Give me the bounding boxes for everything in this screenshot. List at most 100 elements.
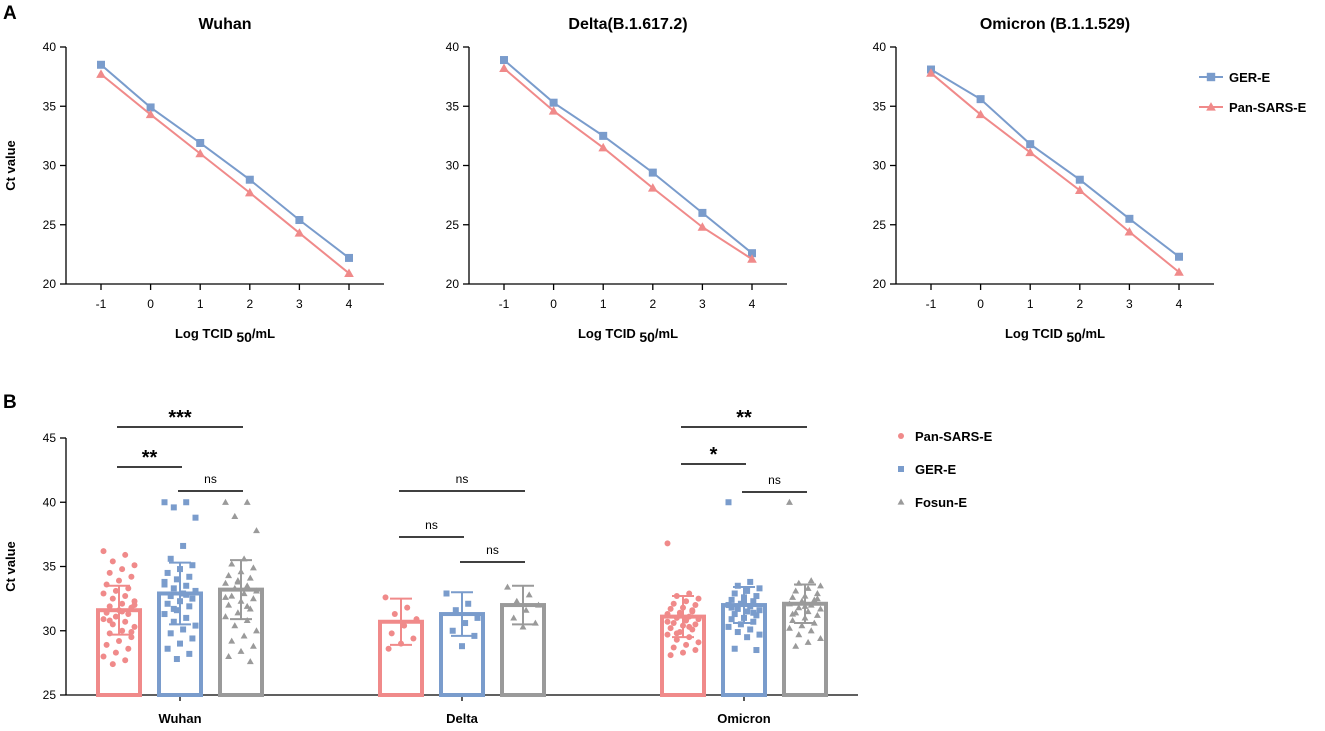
data-point-ger-e [748, 249, 756, 258]
scatter-point-pan-sars-e [686, 634, 693, 641]
x-axis-label: Log TCID 50/mL [175, 326, 275, 345]
scatter-point-ger-e [192, 587, 199, 594]
y-tick-label: 35 [873, 99, 887, 113]
scatter-point-fosun-e [504, 583, 511, 590]
scatter-point-ger-e [747, 603, 754, 610]
scatter-point-fosun-e [222, 579, 229, 586]
scatter-point-ger-e [161, 499, 168, 506]
scatter-point-ger-e [734, 582, 741, 589]
data-point-pan-sars-e [647, 183, 658, 192]
scatter-point-fosun-e [249, 642, 257, 649]
scatter-point-ger-e [753, 647, 760, 654]
legend-marker-pan-sars-e [1206, 102, 1216, 111]
scatter-point-ger-e [459, 643, 465, 650]
legend: GER-E Pan-SARS-E [1199, 70, 1307, 115]
scatter-point-pan-sars-e [692, 602, 699, 609]
data-point-ger-e [245, 175, 254, 184]
scatter-point-pan-sars-e [382, 594, 389, 601]
x-axis-label-suffix: /mL [252, 326, 275, 341]
scatter-point-ger-e [164, 645, 171, 652]
scatter-point-ger-e [177, 598, 183, 605]
scatter-point-ger-e [161, 581, 168, 588]
scatter-point-fosun-e [817, 582, 824, 589]
scatter-point-ger-e [734, 605, 741, 612]
x-tick-label: Delta [446, 711, 479, 726]
data-point-pan-sars-e [1124, 227, 1135, 236]
scatter-point-pan-sars-e [388, 630, 395, 637]
scatter-point-ger-e [170, 618, 177, 625]
scatter-point-ger-e [471, 632, 478, 639]
scatter-point-fosun-e [246, 658, 254, 665]
data-point-pan-sars-e [598, 142, 609, 152]
scatter-point-fosun-e [795, 604, 803, 611]
scatter-point-pan-sars-e [109, 661, 116, 668]
scatter-point-fosun-e [535, 601, 542, 608]
scatter-point-ger-e [756, 607, 763, 614]
scatter-point-pan-sars-e [695, 595, 702, 602]
chart-title: Omicron (B.1.1.529) [980, 16, 1130, 33]
scatter-point-fosun-e [243, 602, 251, 609]
scatter-point-pan-sars-e [112, 649, 119, 656]
data-point-pan-sars-e [697, 222, 708, 231]
scatter-point-ger-e [728, 604, 735, 611]
scatter-point-fosun-e [228, 592, 236, 599]
scatter-point-fosun-e [246, 574, 254, 581]
scatter-point-pan-sars-e [391, 611, 398, 618]
scatter-point-pan-sars-e [109, 595, 116, 602]
scatter-point-ger-e [164, 600, 171, 607]
data-point-ger-e [698, 208, 707, 217]
scatter-point-ger-e [189, 635, 196, 642]
scatter-point-pan-sars-e [398, 640, 404, 647]
scatter-point-ger-e [180, 590, 187, 597]
data-point-pan-sars-e [975, 109, 986, 119]
scatter-point-ger-e [170, 585, 177, 592]
scatter-point-pan-sars-e [119, 600, 126, 607]
data-point-pan-sars-e [1025, 147, 1036, 157]
x-tick-label: 4 [1176, 297, 1183, 311]
y-tick-label: 40 [873, 40, 887, 54]
scatter-point-pan-sars-e [106, 603, 113, 610]
scatter-point-fosun-e [801, 592, 809, 599]
y-tick-label: 35 [43, 560, 57, 574]
scatter-point-ger-e [731, 590, 738, 597]
x-axis-label-subscript: 50 [1066, 329, 1082, 345]
scatter-point-pan-sars-e [116, 577, 122, 584]
legend-marker-fosun-e [897, 498, 905, 505]
scatter-point-fosun-e [243, 498, 251, 505]
significance-label: ns [486, 543, 499, 557]
x-tick-label: 2 [1076, 297, 1083, 311]
x-tick-label: Omicron [717, 711, 771, 726]
scatter-point-ger-e [192, 514, 199, 521]
scatter-point-pan-sars-e [103, 641, 110, 648]
data-point-ger-e [500, 56, 508, 65]
scatter-point-ger-e [180, 542, 187, 549]
scatter-point-ger-e [161, 611, 168, 618]
scatter-point-fosun-e [804, 584, 812, 591]
line-chart-1: 20 25 30 35 40 -1 0 1 2 3 4 Wuhan Log TCID 50/mL Ct v… [3, 16, 384, 345]
scatter-point-ger-e [189, 562, 196, 569]
data-point-ger-e [196, 138, 205, 147]
scatter-point-pan-sars-e [404, 604, 411, 611]
scatter-point-ger-e [728, 596, 735, 603]
scatter-point-fosun-e [807, 577, 815, 584]
scatter-point-pan-sars-e [100, 590, 107, 597]
scatter-point-pan-sars-e [670, 600, 677, 607]
y-tick-label: 20 [446, 277, 460, 291]
data-point-ger-e [648, 168, 657, 177]
scatter-point-pan-sars-e [667, 652, 674, 659]
y-tick-label: 40 [43, 40, 57, 54]
scatter-point-fosun-e [810, 619, 818, 626]
data-point-pan-sars-e [548, 106, 559, 115]
data-point-pan-sars-e [244, 187, 255, 197]
y-tick-label: 20 [873, 277, 887, 291]
scatter-point-pan-sars-e [125, 585, 132, 592]
scatter-point-fosun-e [225, 572, 233, 579]
data-point-pan-sars-e [926, 68, 936, 77]
data-point-ger-e [1026, 140, 1035, 149]
x-tick-label: 3 [1126, 297, 1133, 311]
data-point-ger-e [976, 95, 985, 104]
scatter-point-ger-e [183, 614, 190, 621]
panel-label-a: A [3, 3, 17, 24]
x-tick-label: 3 [296, 297, 303, 311]
scatter-point-ger-e [756, 631, 763, 638]
